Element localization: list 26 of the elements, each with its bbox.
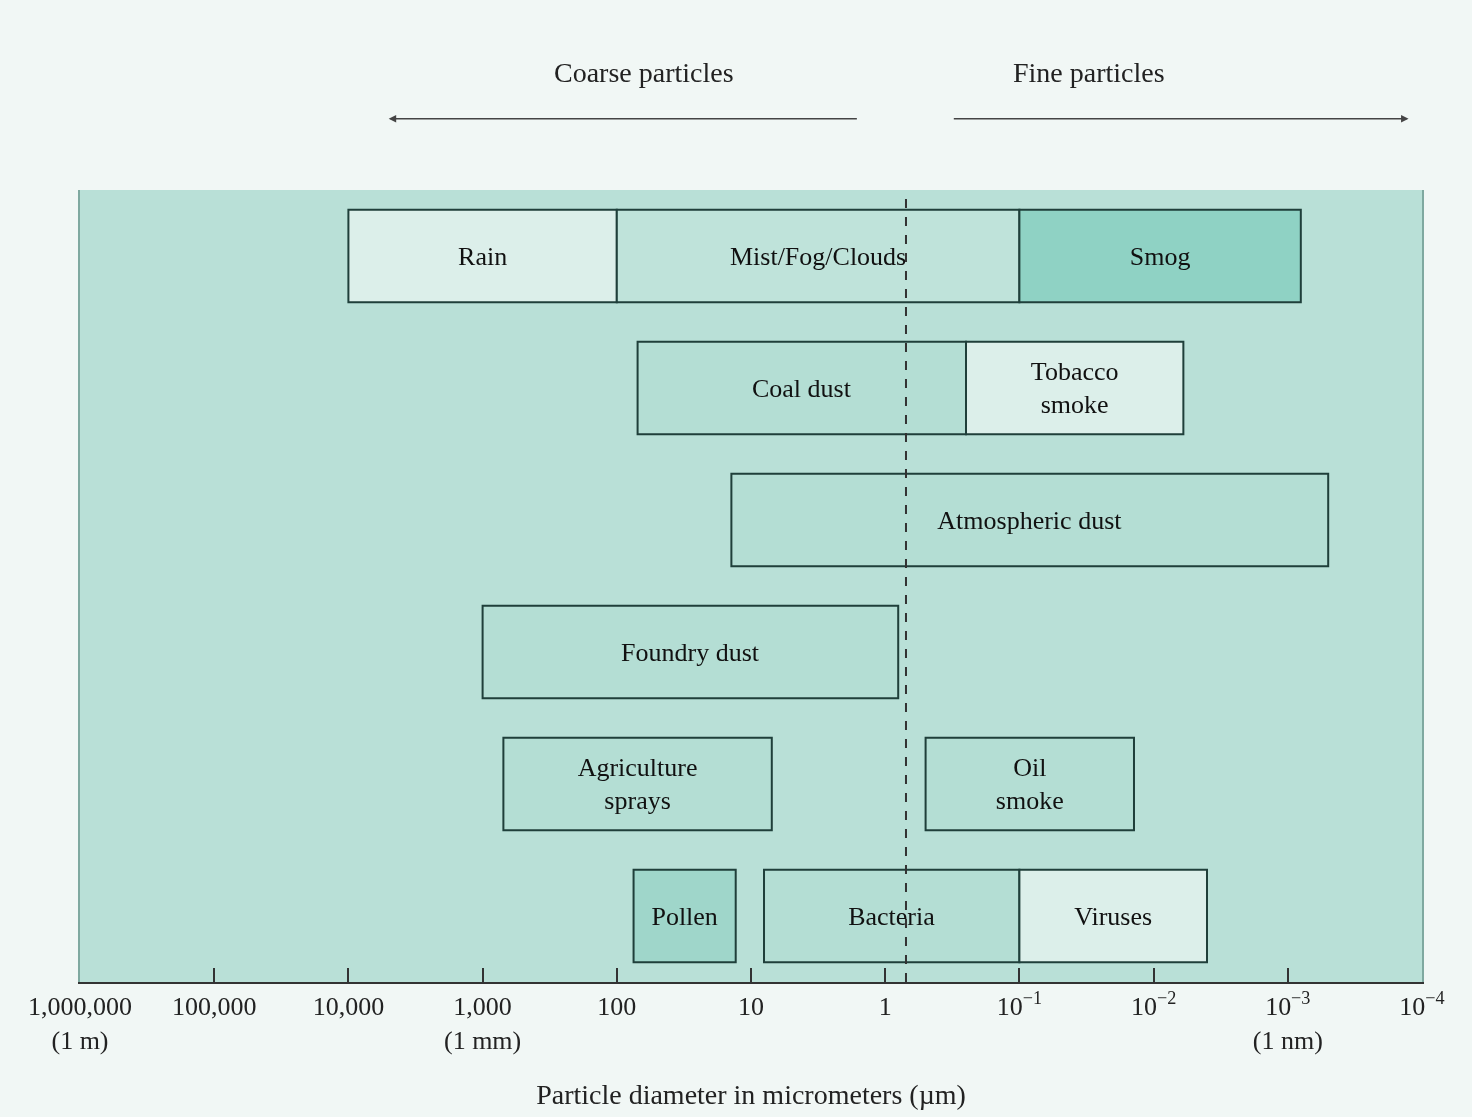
series-label: Coal dust — [751, 373, 852, 403]
x-tick-label: 10$^{−1}$ — [996, 988, 1043, 1022]
series-label: Pollen — [651, 901, 718, 931]
series-label: Smog — [1129, 241, 1191, 271]
x-tick-label: 100 — [597, 992, 637, 1022]
text: Coarse particles — [554, 57, 734, 88]
x-tick-label: 10$^{−3}$ (1 nm) — [1252, 988, 1323, 1055]
series-label: Foundry dust — [621, 637, 760, 667]
x-tick-label: 1 — [878, 992, 892, 1022]
series-label: Oil smoke — [995, 752, 1064, 816]
x-tick-label: 10$^{−2}$ — [1130, 988, 1177, 1022]
x-tick-label: 1,000,000 (1 m) — [28, 992, 132, 1055]
text: Fine particles — [1013, 57, 1165, 88]
series-label: Viruses — [1074, 901, 1153, 931]
x-tick-label: 1,000 (1 mm) — [443, 992, 522, 1055]
x-tick-label: 10 — [738, 992, 764, 1022]
series-label: Rain — [458, 241, 508, 271]
x-tick-label: 100,000 — [171, 992, 257, 1022]
series-label: Bacteria — [848, 901, 936, 931]
series-label: Tobacco smoke — [1030, 356, 1119, 420]
x-tick-label: 10$^{−4}$ — [1399, 988, 1445, 1022]
series-label: Atmospheric dust — [937, 505, 1123, 535]
x-tick-label: 10,000 — [312, 992, 385, 1022]
series-label: Mist/Fog/Clouds — [729, 241, 907, 271]
series-label: Agriculture sprays — [577, 752, 698, 816]
x-axis-title: Particle diameter in micrometers (µm) — [536, 1078, 966, 1110]
